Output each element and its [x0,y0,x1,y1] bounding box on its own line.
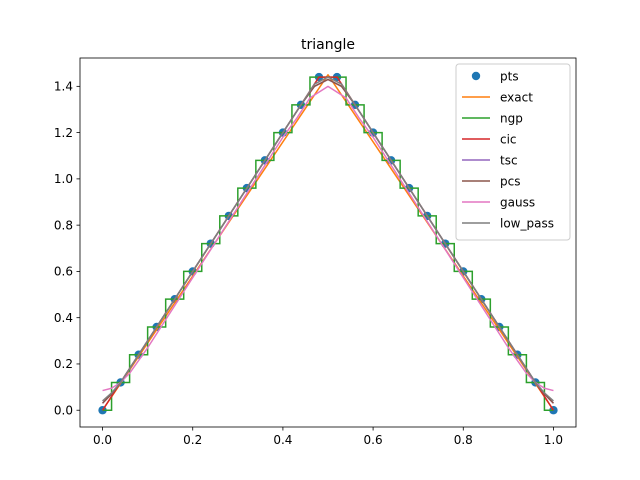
x-tick-label: 0.6 [364,433,383,447]
legend-entry-exact: exact [462,90,533,104]
axes-frame [79,57,577,428]
legend-label: exact [500,90,533,104]
legend-entry-tsc: tsc [462,153,518,167]
x-tick-label: 0.4 [273,433,292,447]
legend-swatch [471,71,481,81]
legend-entry-gauss: gauss [462,195,535,209]
axes: 0.0 0.2 0.4 0.6 0.8 1.0 0.0 0.2 0.4 0.6 0.8 1.0 1.2 1… [54,57,577,447]
y-tick-label: 1.2 [54,126,73,140]
legend-label: tsc [500,153,518,167]
y-tick-label: 0.8 [54,218,73,232]
y-tick-label: 0.2 [54,357,73,371]
legend-box [455,63,571,241]
legend-label: ngp [500,111,523,125]
legend-entry-pts: pts [471,69,519,83]
y-tick-label: 1.4 [54,80,73,94]
chart-title: triangle [301,37,355,53]
legend-label: pcs [500,174,520,188]
y-tick-label: 0.4 [54,311,73,325]
legend-label: low_pass [500,216,554,230]
legend-entry-low-pass: low_pass [462,216,554,230]
exact-line [101,74,555,411]
x-tick-label: 0.8 [454,433,473,447]
legend-label: cic [500,132,517,146]
series-group [98,72,558,415]
legend-label: gauss [500,195,535,209]
plot-area [98,72,558,415]
legend-entry-cic: cic [462,132,517,146]
legend: pts exact ngp cic tsc pcs gauss low_pass [455,63,571,241]
y-tick-label: 0.0 [54,403,73,417]
low-pass-line [102,76,554,402]
y-tick-label: 0.6 [54,265,73,279]
legend-entry-ngp: ngp [462,111,523,125]
x-tick-label: 0.0 [93,433,112,447]
legend-label: pts [500,69,519,83]
x-tick-label: 1.0 [544,433,563,447]
gauss-line [102,85,554,392]
y-tick-label: 1.0 [54,172,73,186]
legend-entry-pcs: pcs [462,174,520,188]
x-tick-label: 0.2 [183,433,202,447]
